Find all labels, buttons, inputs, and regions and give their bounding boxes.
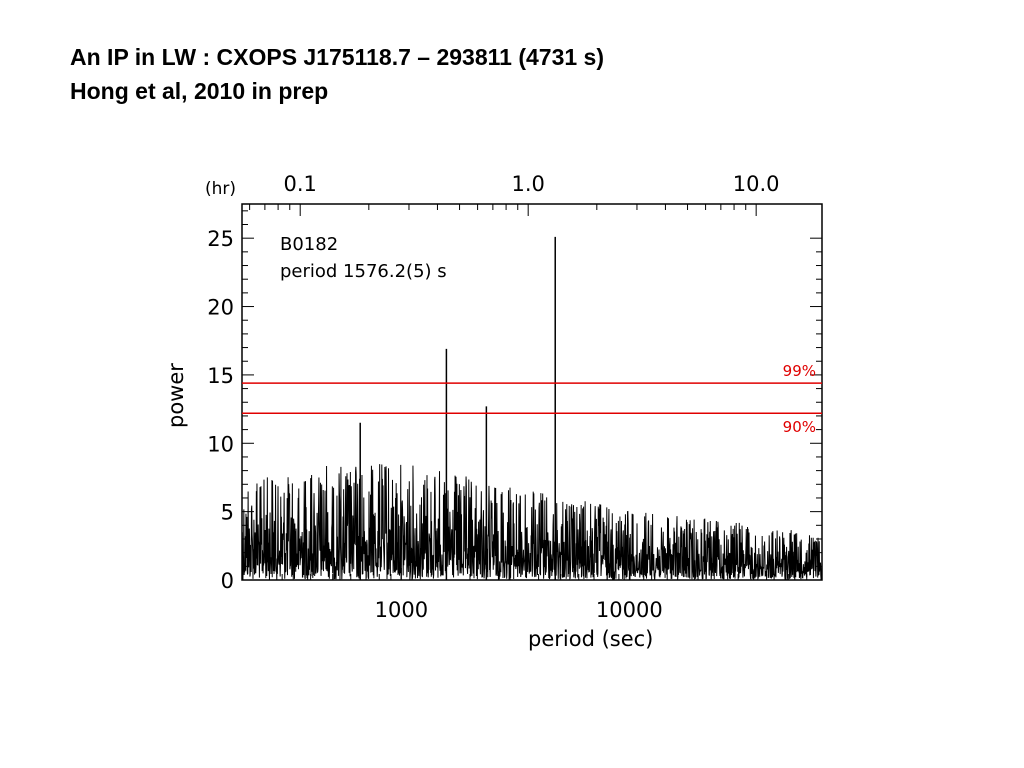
noise-trace: [241, 464, 823, 581]
y-tick-label: 15: [207, 364, 234, 388]
x-tick-label: 10000: [596, 598, 663, 622]
y-tick-label: 0: [221, 569, 234, 593]
y-tick-label: 25: [207, 227, 234, 251]
source-label: B0182: [280, 234, 338, 255]
slide-title-line1: An IP in LW : CXOPS J175118.7 – 293811 (…: [70, 44, 604, 70]
threshold-label: 90%: [783, 418, 816, 436]
threshold-lines: 99% 90%: [242, 362, 822, 436]
period-annotation: period 1576.2(5) s: [280, 261, 447, 282]
top-axis-unit-label: (hr): [205, 179, 236, 199]
power-series: [241, 236, 823, 581]
slide-title-line2: Hong et al, 2010 in prep: [70, 78, 329, 104]
threshold-label: 99%: [783, 362, 816, 380]
y-tick-label: 20: [207, 296, 234, 320]
axis-labels: 0 5 10 15 20 25 1000 10000 0.1 1.0 10.0: [207, 172, 779, 622]
top-tick-label: 1.0: [511, 172, 544, 196]
y-tick-label: 5: [221, 501, 234, 525]
plot-frame: [241, 203, 823, 581]
x-axis-title: period (sec): [528, 627, 653, 651]
top-tick-label: 0.1: [283, 172, 316, 196]
top-tick-label: 10.0: [733, 172, 780, 196]
x-tick-label: 1000: [375, 598, 428, 622]
slide-title: An IP in LW : CXOPS J175118.7 – 293811 (…: [70, 40, 970, 108]
axis-ticks: [241, 204, 823, 581]
y-tick-label: 10: [207, 432, 234, 456]
y-axis-title: power: [164, 363, 188, 428]
